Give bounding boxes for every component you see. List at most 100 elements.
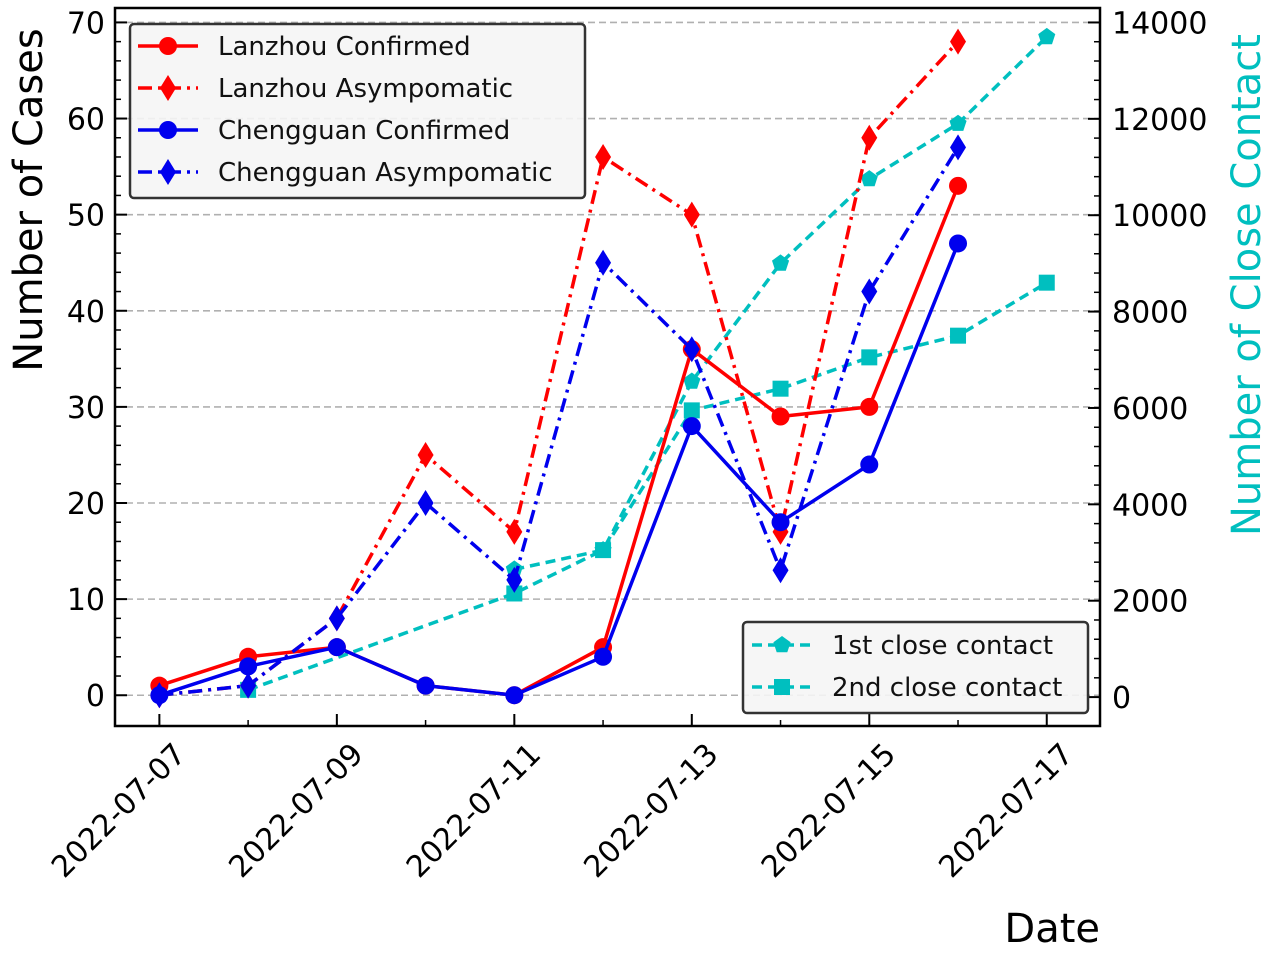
legend-item: Lanzhou Asympomatic — [138, 74, 513, 104]
data-point — [950, 134, 967, 161]
legend-right-box — [741, 620, 1090, 715]
x-tick-label: 2022-07-09 — [222, 737, 370, 885]
legend-swatch-marker — [159, 37, 177, 55]
series-line — [513, 35, 1049, 572]
series-line — [158, 185, 960, 697]
data-point — [506, 566, 523, 593]
data-point — [417, 441, 434, 468]
data-point — [772, 380, 789, 397]
x-tick-label: 2022-07-17 — [932, 737, 1080, 885]
data-point — [771, 513, 790, 532]
legend-item: Lanzhou Confirmed — [138, 32, 471, 62]
legend-label: Lanzhou Asympomatic — [218, 74, 513, 104]
data-point — [860, 455, 879, 474]
data-point — [595, 249, 612, 276]
legend-label: Lanzhou Confirmed — [218, 32, 471, 62]
x-tick-label: 2022-07-07 — [45, 737, 193, 885]
data-point — [683, 336, 700, 363]
y2-tick-label: 14000 — [1112, 6, 1207, 41]
data-point — [860, 397, 879, 416]
legend-left: Lanzhou Confirmed Lanzhou Asympomatic Chen… — [128, 22, 587, 200]
data-point — [417, 490, 434, 517]
data-point — [595, 542, 612, 559]
y-tick-label: 40 — [67, 295, 105, 330]
data-point — [949, 234, 968, 253]
data-point — [771, 407, 790, 426]
legend-swatch-marker — [159, 121, 177, 139]
x-axis-title: Date — [1004, 906, 1100, 952]
data-point — [1038, 274, 1055, 291]
x-tick-label: 2022-07-11 — [400, 737, 548, 885]
y2-tick-label: 12000 — [1112, 103, 1207, 138]
series-line — [247, 281, 1048, 692]
data-point — [239, 657, 258, 676]
data-point — [151, 682, 168, 709]
series-2nd-close-contact — [240, 274, 1055, 698]
data-point — [861, 349, 878, 366]
legend-swatch-marker — [773, 636, 791, 653]
legend-left-box — [128, 22, 587, 200]
legend-label: 2nd close contact — [832, 673, 1062, 703]
legend-item: Chengguan Asympomatic — [138, 158, 553, 188]
plot-frame — [113, 6, 1102, 728]
data-point — [1038, 27, 1056, 45]
data-point — [950, 28, 967, 55]
data-point — [683, 372, 701, 389]
legend-swatch-marker — [774, 679, 790, 695]
data-point — [949, 114, 967, 131]
x-tick-label: 2022-07-13 — [577, 737, 725, 885]
y-tick-label: 30 — [67, 391, 105, 426]
data-point — [506, 518, 523, 545]
y-tick-label: 20 — [67, 487, 105, 522]
data-point — [861, 278, 878, 305]
legend-swatch-marker — [160, 75, 176, 101]
data-point — [950, 327, 967, 344]
data-point — [683, 201, 700, 228]
legend-item: Chengguan Confirmed — [138, 116, 510, 146]
data-point — [860, 170, 878, 187]
y2-tick-label: 8000 — [1112, 296, 1188, 331]
data-point — [240, 672, 257, 699]
data-point — [594, 647, 613, 666]
y2-tick-label: 10000 — [1112, 199, 1207, 234]
y2-tick-label: 2000 — [1112, 585, 1188, 620]
series-chengguan-asympomatic — [151, 134, 967, 709]
y2-axis-title: Number of Close Contact — [1224, 34, 1270, 536]
y-tick-label: 70 — [67, 6, 105, 41]
legend-label: Chengguan Confirmed — [218, 116, 510, 146]
series-layer — [150, 27, 1056, 709]
data-point — [772, 557, 789, 584]
y-tick-label: 0 — [86, 679, 105, 714]
data-point — [416, 676, 435, 695]
y2-tick-label: 0 — [1112, 681, 1131, 716]
y-tick-label: 10 — [67, 583, 105, 618]
data-point — [328, 605, 345, 632]
legend-right: 1st close contact 2nd close contact — [741, 620, 1090, 715]
y2-tick-label: 4000 — [1112, 488, 1188, 523]
data-point — [949, 176, 968, 195]
series-line — [159, 146, 960, 697]
data-point — [327, 638, 346, 657]
data-point — [505, 686, 524, 705]
data-point — [506, 585, 523, 602]
data-point — [861, 124, 878, 151]
y-tick-label: 50 — [67, 199, 105, 234]
series-1st-close-contact — [505, 27, 1056, 577]
x-tick-label: 2022-07-15 — [755, 737, 903, 885]
y2-tick-label: 6000 — [1112, 392, 1188, 427]
series-line — [158, 242, 960, 697]
data-point — [595, 143, 612, 170]
data-point — [682, 417, 701, 436]
legend-item: 2nd close contact — [752, 673, 1062, 703]
legend-label: 1st close contact — [832, 631, 1053, 661]
y-tick-label: 60 — [67, 103, 105, 138]
data-point — [772, 254, 790, 271]
legend-swatch-marker — [160, 159, 176, 185]
y-axis-title: Number of Cases — [6, 28, 52, 371]
series-line — [159, 40, 960, 697]
legend-label: Chengguan Asympomatic — [218, 158, 553, 188]
data-point — [683, 402, 700, 419]
legend-item: 1st close contact — [752, 631, 1053, 661]
